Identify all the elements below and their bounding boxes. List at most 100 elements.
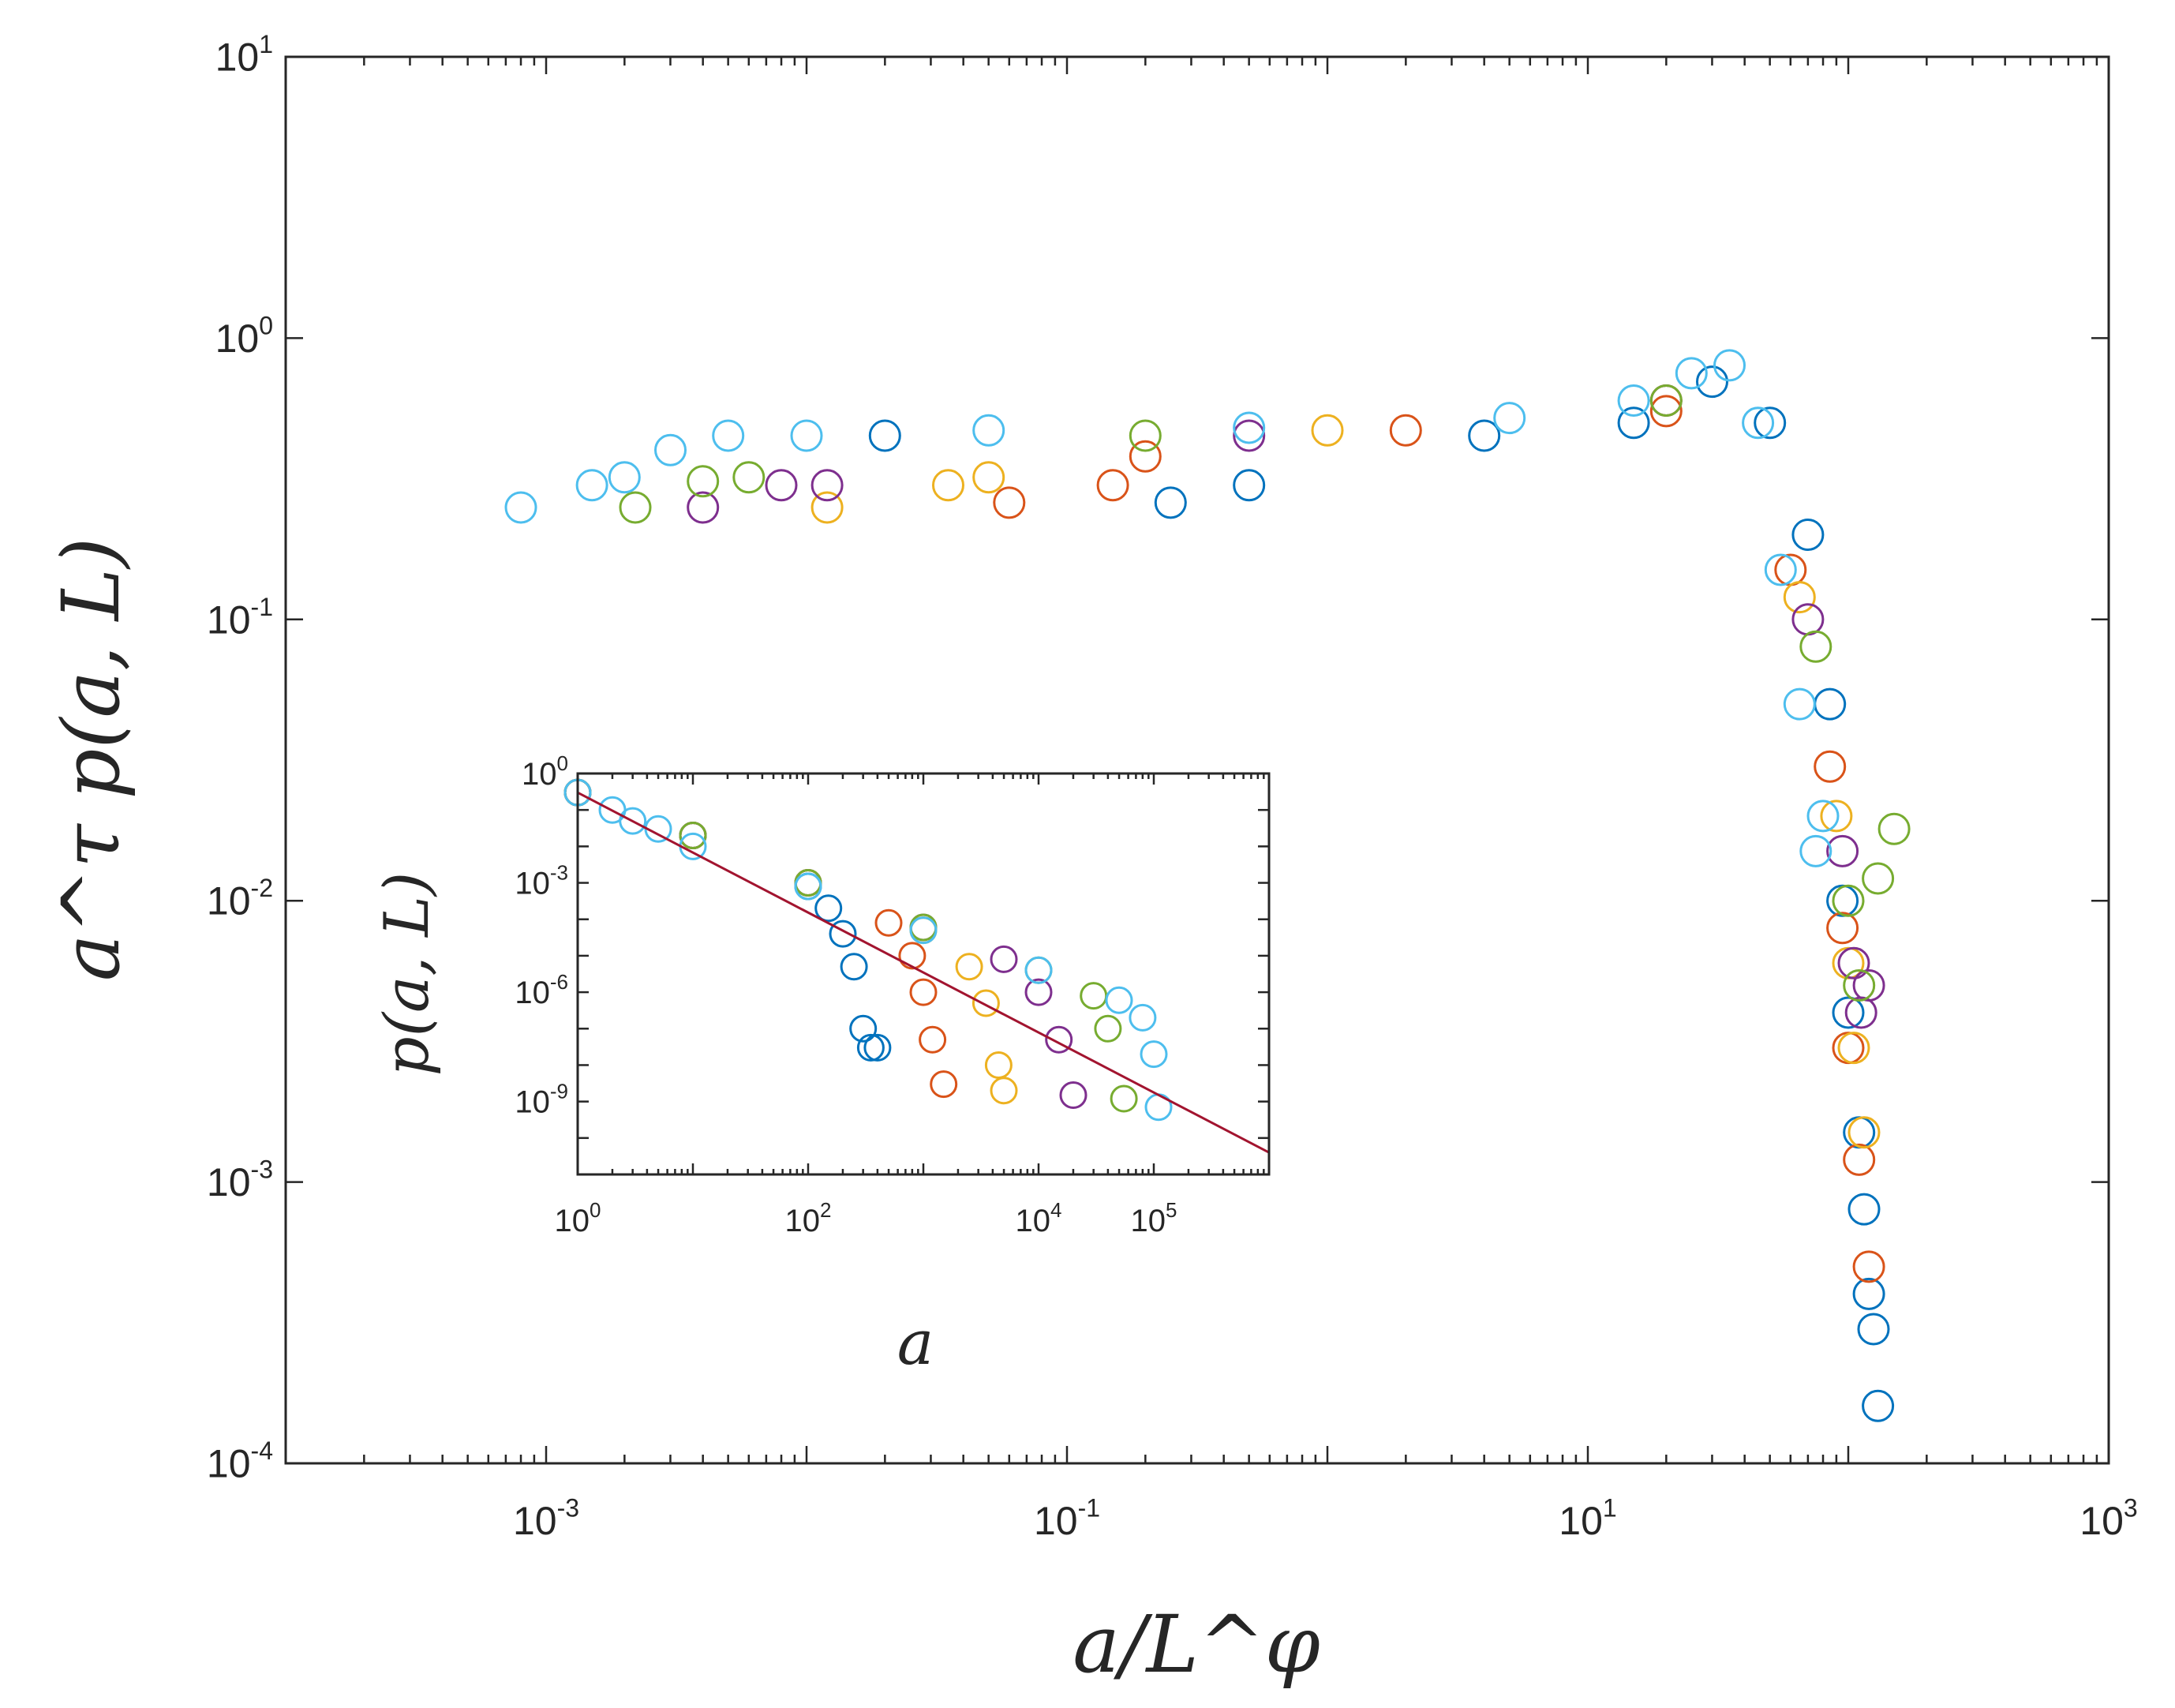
main-point-l1-2 (1233, 469, 1266, 502)
main-point-l4-0 (687, 491, 720, 524)
main-point-l5-6 (1832, 884, 1865, 917)
main-point-l6-9 (1617, 384, 1650, 417)
main-point-l5-5 (1799, 630, 1832, 663)
main-point-l6-11 (1713, 349, 1746, 382)
main-point-l5-1 (687, 465, 720, 498)
main-axes: 10-3 10-1 101 103 10-4 10-3 10-2 10-1 100 101 a/L… (45, 30, 2138, 1691)
main-point-l4-3 (1233, 419, 1266, 452)
inset-point-l4-6 (1045, 1025, 1073, 1054)
main-point-l1-5 (1696, 365, 1728, 399)
main-x-tick-label: 101 (1559, 1494, 1616, 1544)
main-point-l6-8 (1493, 402, 1526, 435)
main-point-l1-15 (1862, 1389, 1895, 1422)
inset-y-tick-label: 10-6 (515, 970, 568, 1010)
main-point-l4-6 (1826, 834, 1859, 867)
inset-point-l6-2 (619, 807, 647, 835)
inset-point-l6-9 (1129, 1003, 1157, 1032)
main-point-l2-0 (993, 486, 1026, 519)
main-point-l2-10 (1852, 1250, 1885, 1283)
inset-x-tick-label: 102 (785, 1198, 832, 1238)
inset-point-l6-6 (909, 916, 938, 945)
main-point-l2-3 (1389, 414, 1422, 447)
main-point-l2-9 (1843, 1143, 1876, 1176)
main-y-tick-label: 10-4 (207, 1436, 273, 1486)
main-point-l2-1 (1096, 469, 1129, 502)
inset-point-l4-7 (1059, 1081, 1088, 1109)
main-point-l1-1 (868, 419, 901, 452)
main-point-l1-6 (1754, 406, 1787, 440)
inset-point-l2-3 (874, 908, 903, 937)
main-point-l1-10 (1832, 996, 1865, 1029)
main-point-l5-8 (1862, 862, 1895, 895)
inset-frame (576, 772, 1271, 1176)
main-point-l6-13 (1764, 553, 1797, 586)
main-point-l3-8 (1837, 1032, 1870, 1065)
inset-y-tick-label: 10-3 (515, 861, 568, 901)
main-points (504, 349, 1911, 1422)
main-x-tick-label: 103 (2080, 1494, 2137, 1544)
main-point-l6-12 (1742, 406, 1775, 440)
main-point-l6-14 (1783, 687, 1816, 721)
main-y-axis-label: a^τ p(a, L) (45, 537, 137, 981)
inset-point-l2-4 (898, 942, 927, 970)
inset-point-l5-7 (1110, 1084, 1138, 1113)
inset-point-l4-5 (1024, 978, 1053, 1006)
main-point-l2-2 (1129, 440, 1162, 473)
main-frame (284, 55, 2110, 1465)
main-point-l3-6 (1820, 800, 1853, 833)
inset-y-tick-label: 10-9 (515, 1080, 568, 1120)
main-point-l5-9 (1877, 812, 1911, 845)
inset-point-l2-5 (909, 978, 938, 1006)
main-point-l4-7 (1837, 946, 1870, 979)
main-y-tick-label: 100 (215, 311, 273, 361)
inset-point-l3-7 (990, 1077, 1018, 1105)
inset-axes: 100 102 104 105 100 10-3 10-6 10-9 a p(a, L) (372, 751, 1271, 1379)
main-tick-labels: 10-3 10-1 101 103 10-4 10-3 10-2 10-1 100 101 (207, 30, 2138, 1543)
inset-point-l6-5 (794, 872, 822, 901)
main-point-l3-0 (810, 491, 844, 524)
main-point-l5-2 (732, 461, 766, 494)
inset-plot-area (578, 773, 1269, 1174)
main-point-l6-0 (504, 491, 537, 524)
main-point-l1-12 (1847, 1193, 1881, 1226)
main-point-l3-9 (1847, 1116, 1881, 1149)
main-point-l4-1 (765, 469, 798, 502)
main-y-tick-label: 101 (215, 30, 273, 80)
main-y-tick-label: 10-3 (207, 1156, 273, 1205)
main-point-l6-7 (1233, 411, 1266, 444)
inset-point-l1-5 (840, 953, 868, 981)
main-point-l6-3 (654, 433, 687, 466)
main-point-l1-13 (1852, 1277, 1885, 1310)
main-y-tick-label: 10-1 (207, 593, 273, 642)
inset-point-l1-8 (863, 1033, 892, 1062)
main-point-l5-3 (1129, 419, 1162, 452)
inset-tick-labels: 100 102 104 105 100 10-3 10-6 10-9 (515, 751, 1177, 1238)
inset-point-l5-1 (679, 822, 707, 849)
main-point-l6-6 (972, 414, 1005, 447)
main-point-l2-6 (1814, 750, 1847, 783)
inset-point-l2-7 (930, 1070, 958, 1099)
inset-x-axis-label: a (897, 1308, 934, 1379)
inset-point-l1-7 (856, 1033, 885, 1062)
main-point-l4-2 (810, 469, 844, 502)
main-point-l3-3 (1311, 414, 1344, 447)
main-point-l1-3 (1468, 419, 1501, 452)
main-point-l3-2 (972, 461, 1005, 494)
main-y-tick-label: 10-2 (207, 874, 273, 923)
inset-x-tick-label: 100 (555, 1198, 601, 1238)
main-point-l6-16 (1806, 800, 1840, 833)
inset-point-l6-10 (1140, 1040, 1168, 1069)
main-point-l6-5 (790, 419, 823, 452)
main-point-l1-4 (1617, 406, 1650, 440)
main-point-l4-9 (1852, 969, 1885, 1002)
inset-point-l5-6 (1094, 1014, 1122, 1043)
main-point-l3-1 (932, 469, 964, 502)
main-point-l6-10 (1675, 357, 1708, 390)
main-point-l6-15 (1799, 834, 1832, 867)
inset-point-l1-3 (814, 894, 843, 923)
main-point-l5-0 (619, 491, 652, 524)
main-point-l2-4 (1649, 395, 1683, 428)
main-point-l5-4 (1649, 384, 1683, 417)
inset-y-tick-label: 100 (522, 751, 568, 792)
inset-fit-line (577, 791, 1270, 1154)
